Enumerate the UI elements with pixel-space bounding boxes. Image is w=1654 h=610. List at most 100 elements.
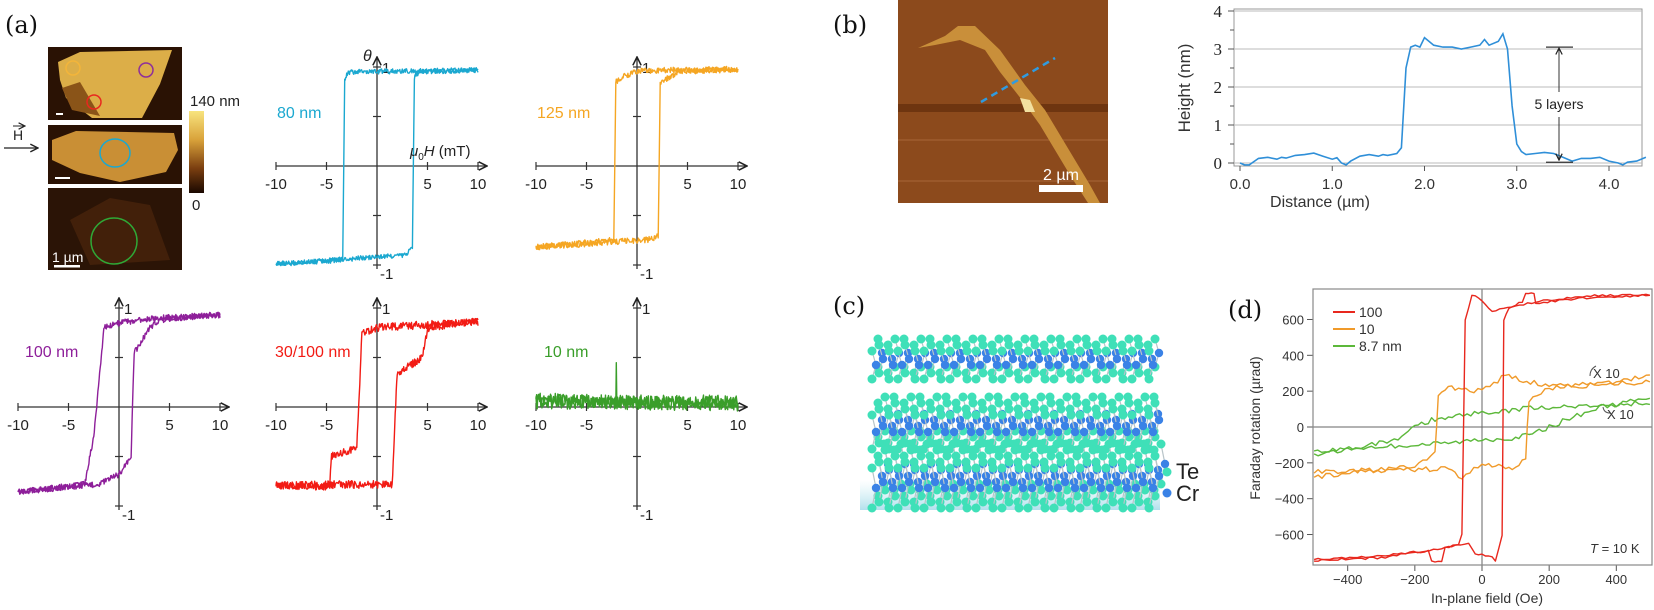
te-atom [916,451,926,461]
te-atom [919,346,929,356]
te-atom [1056,340,1066,350]
thickness-label: 100 nm [25,344,78,361]
te-atom [1049,346,1059,356]
te-atom [893,463,903,473]
te-atom [1134,497,1144,507]
te-atom [936,463,946,473]
te-atom [900,497,910,507]
x-tick-label: 10 [212,417,229,434]
panel-label-b: (b) [833,11,867,39]
te-atom [974,439,984,449]
y-tick-label: -1 [122,507,135,524]
te-atom [945,503,955,513]
te-atom [910,463,920,473]
te-atom [1072,491,1082,501]
te-atom [988,503,998,513]
afm-image-middle [48,125,182,184]
te-atom [1140,485,1150,495]
x-tick-label: 1.0 [1322,176,1343,193]
te-atom [1056,404,1066,414]
te-atom [1066,374,1076,384]
plot-frame [1312,288,1653,566]
te-atom [962,410,972,420]
cr-atom [923,427,933,437]
te-atom [893,346,903,356]
te-atom [890,334,900,344]
te-atom [890,451,900,461]
hysteresis-curve-ascending [275,67,479,267]
scale-bar [1039,185,1083,192]
te-atom [910,374,920,384]
te-atom [988,374,998,384]
series-curve-ascending [1314,292,1650,563]
cr-atom [982,477,992,487]
te-atom [1020,491,1030,501]
te-atom [1144,503,1154,513]
te-atom [1134,340,1144,350]
te-atom [958,392,968,402]
cr-atom [1001,360,1011,370]
y-axis-label: Faraday rotation (µrad) [1247,356,1263,499]
te-atom [988,346,998,356]
cr-atom [1131,360,1141,370]
cr-atom [1044,483,1054,493]
scale-bar-label: 2 µm [1043,167,1079,184]
te-atom [867,463,877,473]
te-atom [968,491,978,501]
hysteresis-curve-ascending [535,66,739,251]
legend-c: Te Cr [1162,459,1199,506]
cr-atom [1086,477,1096,487]
x-tick-label: 10 [470,417,487,434]
te-atom [1134,457,1144,467]
field-direction-arrow: H [4,126,38,148]
te-atom [1101,503,1111,513]
te-atom [984,392,994,402]
cr-atom [1112,477,1122,487]
te-atom [867,444,877,454]
te-atom [1030,457,1040,467]
te-atom [988,410,998,420]
scale-bar-label: 1 µm [52,249,83,265]
te-atom [1075,410,1085,420]
hysteresis-curve-descending [535,65,739,251]
cr-atom [1001,483,1011,493]
te-atom [962,503,972,513]
te-atom [867,410,877,420]
te-atom [1020,334,1030,344]
te-atom [952,457,962,467]
y-axis-label: Height (nm) [1175,44,1194,133]
cr-atom [1044,427,1054,437]
te-atom [1124,451,1134,461]
cr-atom [1105,427,1115,437]
te-atom [1023,346,1033,356]
te-atom [910,346,920,356]
te-atom [1020,451,1030,461]
te-atom [1030,340,1040,350]
te-atom [867,374,877,384]
x-tick-label: 10 [730,176,747,193]
te-atom [1088,392,1098,402]
cr-atom [949,427,959,437]
x-tick-label: −200 [1400,572,1429,587]
te-atom [1075,463,1085,473]
te-atom [916,491,926,501]
te-atom [1036,485,1046,495]
colorbar: 140 nm 0 [189,93,240,214]
cr-atom [1060,354,1070,364]
te-atom [1010,392,1020,402]
cr-atom [956,421,966,431]
cr-atom [1122,483,1132,493]
te-atom [1124,334,1134,344]
te-atom [874,457,884,467]
te-atom [1108,497,1118,507]
cr-atom [1105,483,1115,493]
y-tick-label: 4 [1214,2,1223,21]
hysteresis-curve-descending [275,318,479,491]
te-atom [1082,457,1092,467]
te-atom [945,463,955,473]
te-atom [900,368,910,378]
te-atom [1056,368,1066,378]
te-atom [1098,451,1108,461]
